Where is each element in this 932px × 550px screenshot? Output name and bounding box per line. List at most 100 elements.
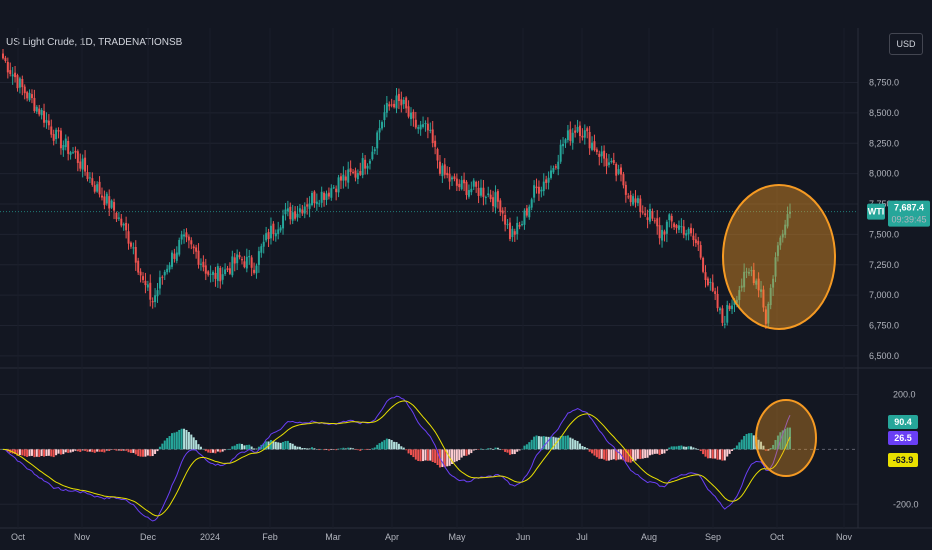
candle-body <box>243 261 246 268</box>
histogram-bar <box>757 439 760 450</box>
histogram-bar <box>255 448 258 450</box>
candle-body <box>501 210 504 214</box>
candle-body <box>571 132 574 143</box>
histogram-bar <box>253 448 256 450</box>
symbol-label: WTI <box>868 207 885 217</box>
histogram-bar <box>303 448 306 450</box>
candle-body <box>419 124 422 130</box>
histogram-bar <box>272 440 275 450</box>
histogram-bar <box>236 444 239 450</box>
candle-body <box>453 176 456 179</box>
candle-body <box>508 222 511 239</box>
histogram-bar <box>33 449 36 458</box>
candle-body <box>702 257 705 272</box>
y-tick-label: 6,500.0 <box>869 351 899 361</box>
candle-body <box>760 289 763 292</box>
candle-body <box>356 173 359 180</box>
candle-body <box>436 149 439 161</box>
candle-body <box>330 188 333 198</box>
candle-body <box>574 130 577 133</box>
histogram-bar <box>562 435 565 450</box>
y-tick-label: 8,750.0 <box>869 78 899 88</box>
histogram-bar <box>274 441 277 450</box>
candle-body <box>170 252 173 267</box>
histogram-bar <box>424 449 427 461</box>
histogram-bar <box>665 449 668 451</box>
candle-body <box>735 299 738 303</box>
candle-body <box>337 177 340 193</box>
candle-body <box>286 208 289 212</box>
histogram-bar <box>400 446 403 450</box>
histogram-bar <box>342 447 345 450</box>
candle-body <box>318 203 321 205</box>
candle-body <box>545 179 548 183</box>
signal-value-badge-label: 26.5 <box>894 433 912 443</box>
macd-value-badge <box>888 415 918 429</box>
candle-body <box>738 290 741 301</box>
candle-body <box>298 208 301 213</box>
candle-body <box>14 72 17 78</box>
histogram-bar <box>731 449 734 451</box>
candle-body <box>195 247 198 252</box>
macd-histogram <box>2 427 791 468</box>
histogram-bar <box>583 446 586 450</box>
histogram-bar <box>231 446 234 450</box>
candle-body <box>745 271 748 273</box>
x-tick-label: Feb <box>262 532 278 542</box>
histogram-bar <box>487 448 490 450</box>
candle-body <box>499 200 502 212</box>
candle-body <box>429 129 432 131</box>
candle-body <box>605 158 608 167</box>
candle-body <box>694 239 697 244</box>
candle-body <box>209 273 212 275</box>
candle-body <box>18 78 21 88</box>
candle-body <box>661 229 664 241</box>
candle-body <box>757 278 760 291</box>
candle-body <box>670 215 673 222</box>
candle-body <box>639 198 642 212</box>
histogram-bar <box>675 446 678 450</box>
histogram-bar <box>23 449 26 457</box>
candle-body <box>395 95 398 109</box>
x-tick-label: 2024 <box>200 532 220 542</box>
histogram-bar <box>296 446 299 450</box>
histogram-bar <box>455 449 458 462</box>
histogram-bar <box>530 439 533 450</box>
candle-body <box>518 225 521 227</box>
candle-body <box>685 233 688 236</box>
y-tick-label: 7,500.0 <box>869 229 899 239</box>
histogram-bar <box>494 447 497 450</box>
histogram-bar <box>311 447 314 450</box>
histogram-bar <box>477 449 480 450</box>
candle-body <box>378 128 381 133</box>
histogram-bar <box>542 436 545 450</box>
histogram-bar <box>250 446 253 450</box>
histogram-bar <box>117 449 120 451</box>
histogram-bar <box>670 446 673 450</box>
candle-body <box>257 251 260 265</box>
histogram-bar <box>354 449 357 450</box>
histogram-bar <box>93 449 96 453</box>
histogram-bar <box>475 449 478 450</box>
candle-body <box>680 226 683 228</box>
candle-body <box>542 181 545 192</box>
histogram-bar <box>146 449 149 456</box>
candle-body <box>711 282 714 291</box>
candle-body <box>714 291 717 295</box>
countdown-label: 09:39:45 <box>891 215 926 225</box>
candle-body <box>656 218 659 227</box>
histogram-bar <box>624 449 627 462</box>
macd-value-badge-label: 90.4 <box>894 417 912 427</box>
histogram-bar <box>702 449 705 455</box>
candle-body <box>455 178 458 186</box>
candle-body <box>412 111 415 119</box>
candle-body <box>96 184 99 192</box>
candle-body <box>190 240 193 245</box>
histogram-bar <box>291 443 294 450</box>
y-tick-label: 7,250.0 <box>869 260 899 270</box>
histogram-bar <box>170 433 173 450</box>
candle-body <box>207 271 210 275</box>
candle-body <box>615 163 618 176</box>
currency-button[interactable]: USD <box>889 33 923 55</box>
